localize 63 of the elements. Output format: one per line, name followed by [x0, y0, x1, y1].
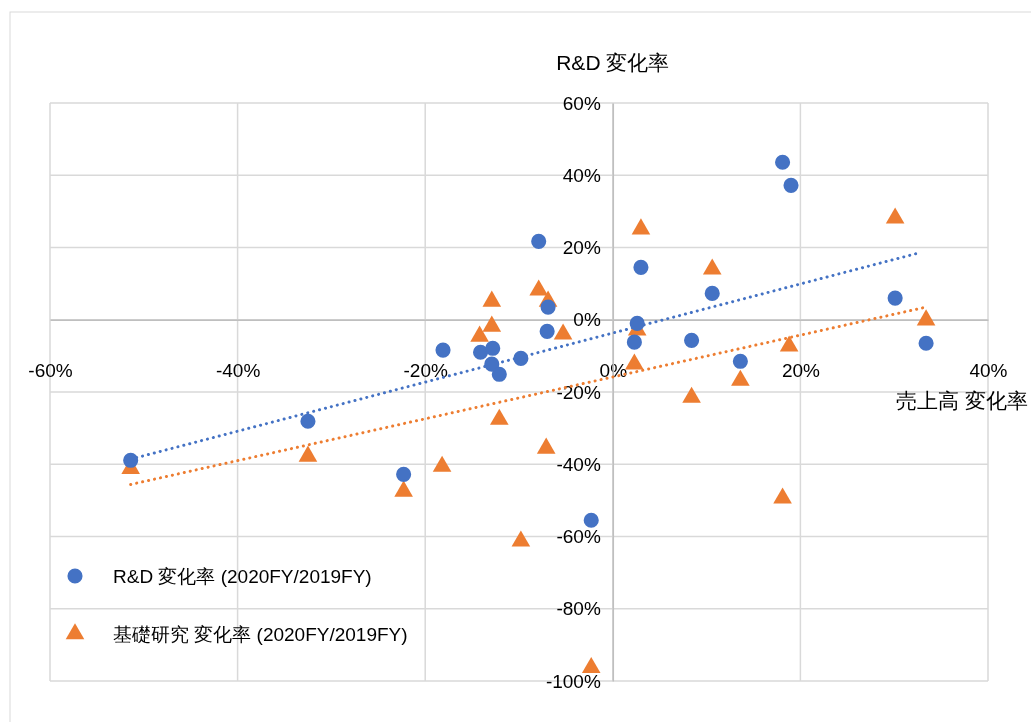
point [300, 413, 316, 429]
point [394, 480, 413, 497]
point [773, 487, 792, 504]
point [513, 350, 529, 366]
point [432, 455, 452, 472]
x-tick-label: -20% [403, 360, 448, 382]
point [775, 154, 791, 170]
point [491, 366, 507, 382]
point [581, 656, 601, 674]
legend-label: R&D 変化率 (2020FY/2019FY) [113, 566, 372, 587]
x-tick-label: -40% [215, 360, 261, 382]
y-tick-label: -100% [545, 670, 601, 692]
y-tick-label: -20% [556, 381, 601, 403]
point [885, 207, 905, 224]
point [553, 323, 573, 340]
legend-label: 基礎研究 変化率 (2020FY/2019FY) [113, 624, 408, 645]
point [918, 335, 934, 351]
point [482, 290, 502, 307]
y-tick-label: 60% [562, 92, 601, 114]
point [511, 530, 531, 547]
y-tick-label: 0% [573, 309, 601, 331]
y-tick-label: 40% [562, 164, 601, 186]
point [702, 258, 722, 275]
point [732, 353, 748, 369]
point [482, 315, 502, 332]
point [633, 259, 649, 275]
point [540, 299, 556, 315]
x-tick-label: 0% [599, 360, 628, 382]
x-axis-title: 売上高 変化率 [896, 388, 1028, 412]
y-tick-label: 20% [562, 237, 601, 259]
point [731, 369, 750, 386]
point [484, 356, 500, 372]
y-tick-label: -80% [556, 598, 601, 620]
point [536, 437, 556, 454]
y-tick-label: -60% [556, 526, 601, 548]
point [470, 325, 489, 342]
point [485, 340, 501, 356]
point [631, 218, 651, 235]
point [916, 309, 936, 326]
point [298, 445, 318, 462]
point [629, 315, 645, 331]
point [583, 512, 599, 528]
point [490, 408, 509, 425]
y-tick-label: -40% [556, 453, 601, 475]
point [684, 332, 700, 348]
x-tick-label: 20% [781, 360, 821, 382]
point [472, 344, 489, 360]
point [435, 342, 451, 358]
x-tick-label: 40% [969, 360, 1008, 382]
point [531, 233, 547, 249]
x-tick-label: -60% [28, 360, 73, 382]
y-axis-title: R&D 変化率 [556, 51, 670, 74]
point [626, 334, 642, 350]
point [704, 285, 720, 301]
point [682, 386, 701, 403]
point [783, 177, 799, 193]
point [625, 353, 644, 370]
point [529, 279, 548, 296]
point [396, 466, 412, 482]
point [887, 290, 903, 306]
point [539, 323, 555, 339]
point [779, 335, 799, 352]
point [123, 452, 139, 468]
